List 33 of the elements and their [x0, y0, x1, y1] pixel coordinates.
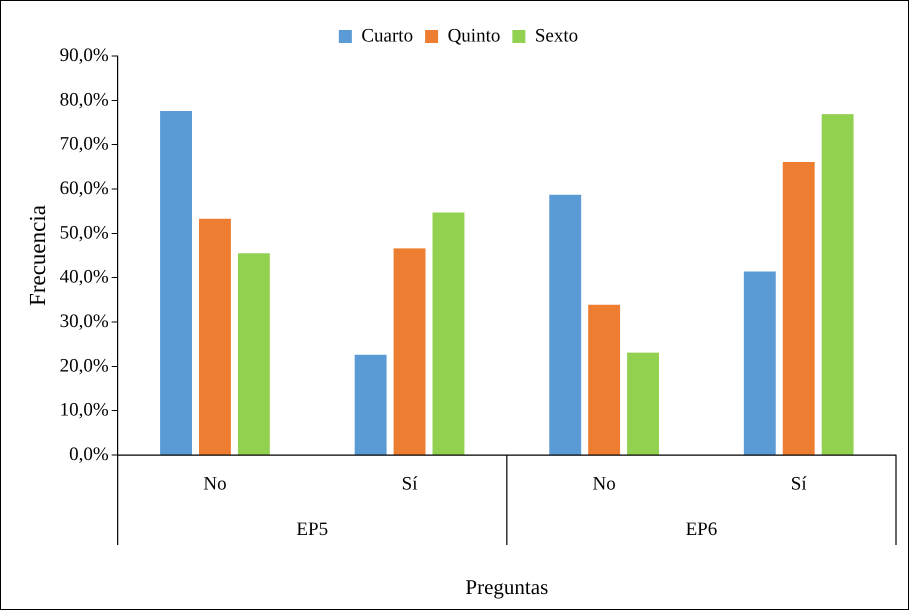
y-tick-label: 90,0% — [60, 44, 109, 66]
legend-label: Cuarto — [361, 25, 414, 46]
y-tick-label: 70,0% — [60, 134, 109, 155]
y-tick-label: 80,0% — [60, 89, 109, 110]
bar — [394, 248, 426, 454]
y-tick-label: 10,0% — [60, 400, 109, 421]
bar — [199, 218, 231, 454]
bar — [432, 212, 464, 454]
y-axis-title: Frecuencia — [24, 205, 50, 306]
y-tick-label: 50,0% — [60, 222, 109, 244]
bar — [782, 162, 815, 454]
x-tick-label: No — [203, 473, 227, 494]
bar — [822, 114, 854, 454]
text: EP5 — [296, 518, 328, 540]
y-tick-label: 0,0% — [69, 444, 109, 465]
y-tick-label: 60,0% — [60, 178, 109, 199]
x-tick-label: Sí — [402, 473, 418, 494]
bar — [238, 253, 270, 454]
bar — [744, 271, 776, 454]
y-tick-label: 30,0% — [60, 310, 109, 332]
x-axis-title: Preguntas — [465, 574, 548, 599]
bar — [160, 110, 192, 454]
text: EP6 — [686, 518, 718, 540]
bar — [549, 194, 582, 454]
y-tick-label: 40,0% — [60, 266, 109, 288]
bar — [588, 304, 620, 454]
bar — [627, 352, 659, 454]
bar — [354, 354, 387, 454]
y-tick-label: 20,0% — [60, 355, 109, 376]
legend-label: Quinto — [448, 25, 500, 46]
x-tick-label: Sí — [790, 473, 808, 494]
legend-label: Sexto — [534, 25, 578, 46]
x-tick-label: No — [592, 473, 616, 494]
